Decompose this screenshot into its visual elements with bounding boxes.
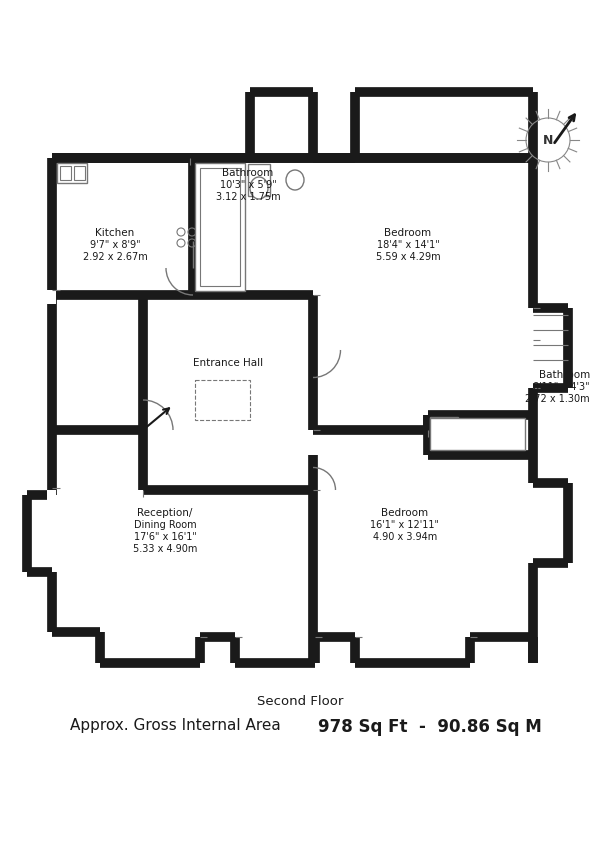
Bar [47,490,56,504]
Bar [67,92,85,101]
Text: 4.90 x 3.94m: 4.90 x 3.94m [373,532,437,542]
Bar [248,164,270,196]
Text: 10'3" x 5'9": 10'3" x 5'9" [220,180,277,190]
Text: 18'4" x 14'1": 18'4" x 14'1" [377,240,439,250]
Text: Bathroom: Bathroom [539,370,590,380]
Bar [74,166,85,180]
Ellipse shape [480,429,494,441]
Text: 978 Sq Ft  -  90.86 Sq M: 978 Sq Ft - 90.86 Sq M [318,718,542,736]
Text: 2.92 x 2.67m: 2.92 x 2.67m [83,252,148,262]
Ellipse shape [286,170,304,190]
Bar [430,418,525,450]
Text: Approx. Gross Internal Area: Approx. Gross Internal Area [70,718,280,733]
Text: 5.33 x 4.90m: 5.33 x 4.90m [133,544,197,554]
Bar [47,290,56,304]
Text: Bathroom: Bathroom [223,168,274,178]
Bar [57,163,87,183]
Text: Kitchen: Kitchen [95,228,134,238]
Bar [195,163,245,291]
Bar [430,417,458,433]
Bar [60,166,71,180]
Text: 17'6" x 16'1": 17'6" x 16'1" [134,532,196,542]
Text: Entrance Hall: Entrance Hall [193,358,263,368]
Bar [195,380,250,420]
Ellipse shape [250,177,268,199]
Polygon shape [27,92,568,663]
Text: Dining Room: Dining Room [134,520,196,530]
Text: Bedroom: Bedroom [385,228,431,238]
Text: Bedroom: Bedroom [382,508,428,518]
Text: 9'7" x 8'9": 9'7" x 8'9" [89,240,140,250]
Text: 2.72 x 1.30m: 2.72 x 1.30m [526,394,590,404]
Text: 8'11" x 4'3": 8'11" x 4'3" [533,382,590,392]
Text: 16'1" x 12'11": 16'1" x 12'11" [371,520,439,530]
Text: Second Floor: Second Floor [257,695,343,708]
Text: 5.59 x 4.29m: 5.59 x 4.29m [376,252,440,262]
Text: 3.12 x 1.75m: 3.12 x 1.75m [215,192,280,202]
Text: N: N [543,133,553,147]
Text: Reception/: Reception/ [137,508,193,518]
Ellipse shape [435,432,453,444]
Bar [200,168,240,286]
